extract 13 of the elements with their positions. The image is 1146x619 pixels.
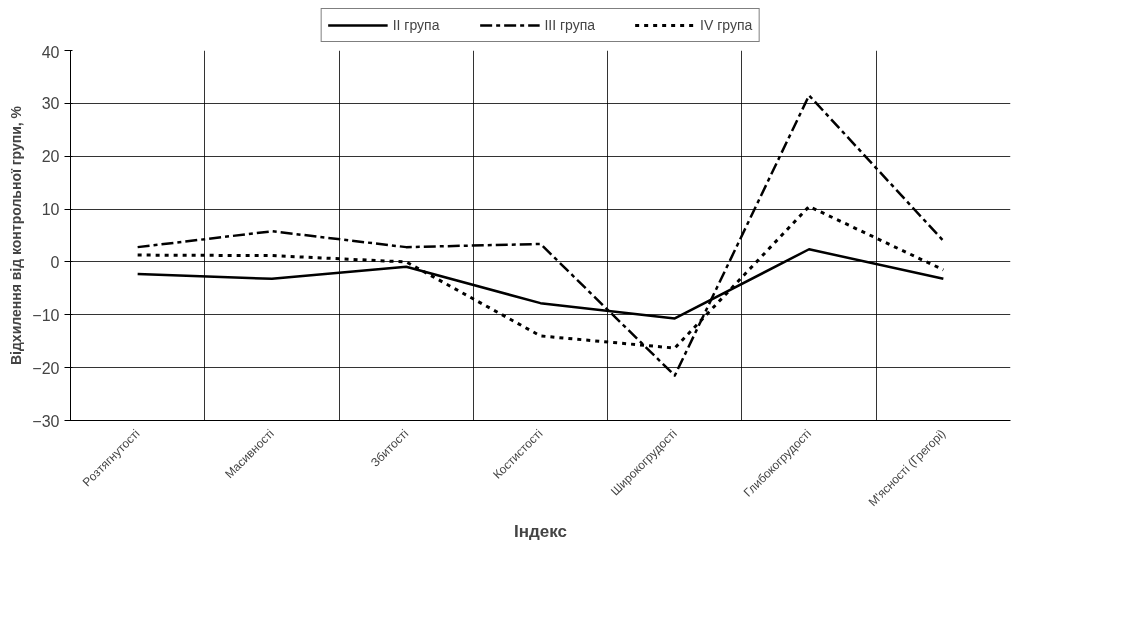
legend-label: III група [544,17,596,33]
y-axis-title: Відхилення від контрольної групи, % [8,105,25,366]
y-tick-label: 0 [50,253,60,271]
y-tick-label: −30 [32,412,60,430]
legend-label: IV група [700,17,753,33]
y-tick-label: 30 [41,95,60,113]
y-tick-label: 20 [41,148,60,166]
y-tick-label: 10 [41,201,60,219]
legend-label: II група [392,17,440,33]
x-axis-title: Індекс [514,522,567,542]
y-tick-label: −20 [32,359,60,377]
y-tick-label: 40 [41,43,60,61]
y-tick-label: −10 [32,306,60,324]
